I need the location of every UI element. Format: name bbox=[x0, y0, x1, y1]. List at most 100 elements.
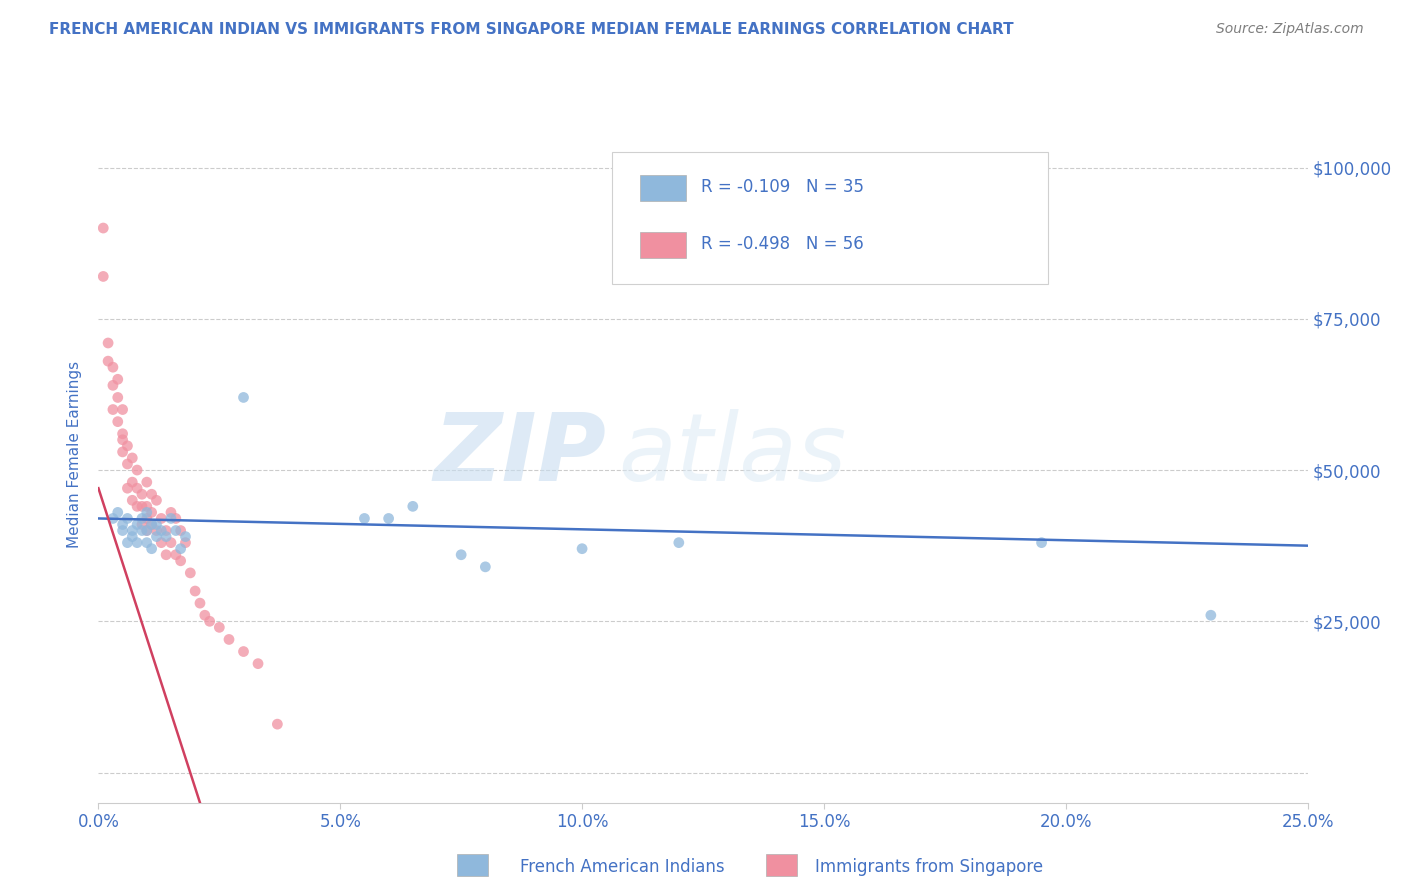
Point bbox=[111, 402, 134, 417]
Text: Source: ZipAtlas.com: Source: ZipAtlas.com bbox=[1216, 22, 1364, 37]
Point bbox=[160, 505, 183, 519]
Point bbox=[107, 391, 129, 405]
Point bbox=[218, 632, 240, 647]
Point bbox=[145, 493, 167, 508]
Point bbox=[97, 354, 120, 368]
Text: Immigrants from Singapore: Immigrants from Singapore bbox=[815, 858, 1043, 876]
Point bbox=[141, 505, 163, 519]
Point bbox=[450, 548, 472, 562]
Point bbox=[101, 360, 124, 375]
Point bbox=[135, 475, 157, 490]
Point bbox=[121, 524, 143, 538]
Point bbox=[111, 445, 134, 459]
Point bbox=[141, 541, 163, 556]
Point bbox=[117, 439, 139, 453]
Point bbox=[117, 535, 139, 549]
Point bbox=[127, 517, 149, 532]
Point bbox=[131, 524, 153, 538]
Point bbox=[111, 433, 134, 447]
Point bbox=[184, 584, 207, 599]
Point bbox=[127, 463, 149, 477]
Point bbox=[150, 511, 173, 525]
Point bbox=[571, 541, 593, 556]
Point bbox=[91, 221, 114, 235]
Point bbox=[121, 475, 143, 490]
Point bbox=[107, 505, 129, 519]
Point bbox=[117, 457, 139, 471]
Point bbox=[121, 530, 143, 544]
Point bbox=[145, 530, 167, 544]
Point bbox=[179, 566, 201, 580]
Point bbox=[135, 524, 157, 538]
Point bbox=[107, 372, 129, 386]
Point bbox=[141, 487, 163, 501]
Text: French American Indians: French American Indians bbox=[520, 858, 725, 876]
Point bbox=[266, 717, 288, 731]
Point bbox=[131, 487, 153, 501]
Point bbox=[91, 269, 114, 284]
Text: FRENCH AMERICAN INDIAN VS IMMIGRANTS FROM SINGAPORE MEDIAN FEMALE EARNINGS CORRE: FRENCH AMERICAN INDIAN VS IMMIGRANTS FRO… bbox=[49, 22, 1014, 37]
Point bbox=[131, 517, 153, 532]
Point bbox=[155, 524, 177, 538]
Point bbox=[97, 336, 120, 351]
Point bbox=[169, 554, 191, 568]
FancyBboxPatch shape bbox=[640, 232, 686, 258]
Point bbox=[135, 511, 157, 525]
Point bbox=[101, 402, 124, 417]
Point bbox=[135, 535, 157, 549]
Point bbox=[169, 541, 191, 556]
Point bbox=[141, 517, 163, 532]
Point bbox=[232, 644, 254, 658]
Text: R = -0.109   N = 35: R = -0.109 N = 35 bbox=[700, 178, 863, 196]
Point bbox=[117, 481, 139, 495]
Point bbox=[402, 500, 425, 514]
Text: atlas: atlas bbox=[619, 409, 846, 500]
Y-axis label: Median Female Earnings: Median Female Earnings bbox=[67, 361, 83, 549]
Point bbox=[111, 524, 134, 538]
Point bbox=[121, 450, 143, 465]
Point bbox=[127, 535, 149, 549]
Point bbox=[131, 500, 153, 514]
Point bbox=[165, 548, 187, 562]
Point bbox=[353, 511, 375, 525]
Point bbox=[127, 481, 149, 495]
Point bbox=[247, 657, 270, 671]
Point bbox=[145, 517, 167, 532]
FancyBboxPatch shape bbox=[613, 153, 1047, 285]
Point bbox=[474, 559, 496, 574]
Point bbox=[101, 378, 124, 392]
Point bbox=[141, 517, 163, 532]
Point bbox=[150, 524, 173, 538]
Point bbox=[135, 505, 157, 519]
Point bbox=[111, 426, 134, 441]
Text: R = -0.498   N = 56: R = -0.498 N = 56 bbox=[700, 235, 863, 253]
Point bbox=[1199, 608, 1222, 623]
Point bbox=[107, 415, 129, 429]
Point bbox=[121, 493, 143, 508]
Point bbox=[165, 524, 187, 538]
Point bbox=[208, 620, 231, 634]
Point bbox=[377, 511, 399, 525]
Point bbox=[232, 391, 254, 405]
Text: ZIP: ZIP bbox=[433, 409, 606, 501]
Point bbox=[135, 524, 157, 538]
Point bbox=[188, 596, 211, 610]
Point bbox=[155, 530, 177, 544]
Point bbox=[101, 511, 124, 525]
FancyBboxPatch shape bbox=[640, 175, 686, 201]
Point bbox=[127, 500, 149, 514]
Point bbox=[150, 535, 173, 549]
Point bbox=[117, 511, 139, 525]
Point bbox=[145, 524, 167, 538]
Point bbox=[169, 524, 191, 538]
Point bbox=[198, 615, 221, 629]
Point bbox=[111, 517, 134, 532]
Point bbox=[668, 535, 690, 549]
Point bbox=[160, 535, 183, 549]
Point bbox=[155, 548, 177, 562]
Point bbox=[131, 511, 153, 525]
Point bbox=[165, 511, 187, 525]
Point bbox=[1031, 535, 1053, 549]
Point bbox=[174, 535, 197, 549]
Point bbox=[174, 530, 197, 544]
